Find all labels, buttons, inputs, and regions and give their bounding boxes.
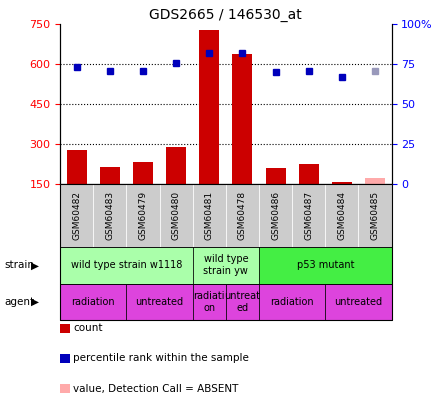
Bar <box>299 164 319 184</box>
Text: radiati
on: radiati on <box>194 291 225 313</box>
Text: untreat
ed: untreat ed <box>224 291 260 313</box>
Title: GDS2665 / 146530_at: GDS2665 / 146530_at <box>150 8 302 22</box>
Bar <box>232 53 252 184</box>
Text: GSM60480: GSM60480 <box>172 191 181 240</box>
Bar <box>266 168 286 184</box>
Text: GSM60481: GSM60481 <box>205 191 214 240</box>
Text: untreated: untreated <box>334 297 383 307</box>
Bar <box>365 178 385 184</box>
Text: value, Detection Call = ABSENT: value, Detection Call = ABSENT <box>73 384 239 394</box>
Text: GSM60479: GSM60479 <box>138 191 147 240</box>
Bar <box>100 167 120 184</box>
Text: percentile rank within the sample: percentile rank within the sample <box>73 354 249 363</box>
Text: GSM60482: GSM60482 <box>72 191 81 240</box>
Text: strain: strain <box>4 260 34 270</box>
Bar <box>166 147 186 184</box>
Bar <box>67 149 87 184</box>
Text: GSM60478: GSM60478 <box>238 191 247 240</box>
Bar <box>332 181 352 184</box>
Text: GSM60487: GSM60487 <box>304 191 313 240</box>
Text: radiation: radiation <box>270 297 314 307</box>
Bar <box>133 162 153 184</box>
Text: wild type
strain yw: wild type strain yw <box>203 254 248 276</box>
Text: ▶: ▶ <box>31 260 39 270</box>
Text: untreated: untreated <box>135 297 184 307</box>
Text: GSM60483: GSM60483 <box>105 191 114 240</box>
Text: count: count <box>73 323 103 333</box>
Text: GSM60485: GSM60485 <box>371 191 380 240</box>
Text: wild type strain w1118: wild type strain w1118 <box>71 260 182 270</box>
Text: GSM60486: GSM60486 <box>271 191 280 240</box>
Text: radiation: radiation <box>71 297 115 307</box>
Text: ▶: ▶ <box>31 297 39 307</box>
Text: p53 mutant: p53 mutant <box>296 260 354 270</box>
Text: GSM60484: GSM60484 <box>337 191 346 240</box>
Bar <box>199 30 219 184</box>
Text: agent: agent <box>4 297 35 307</box>
